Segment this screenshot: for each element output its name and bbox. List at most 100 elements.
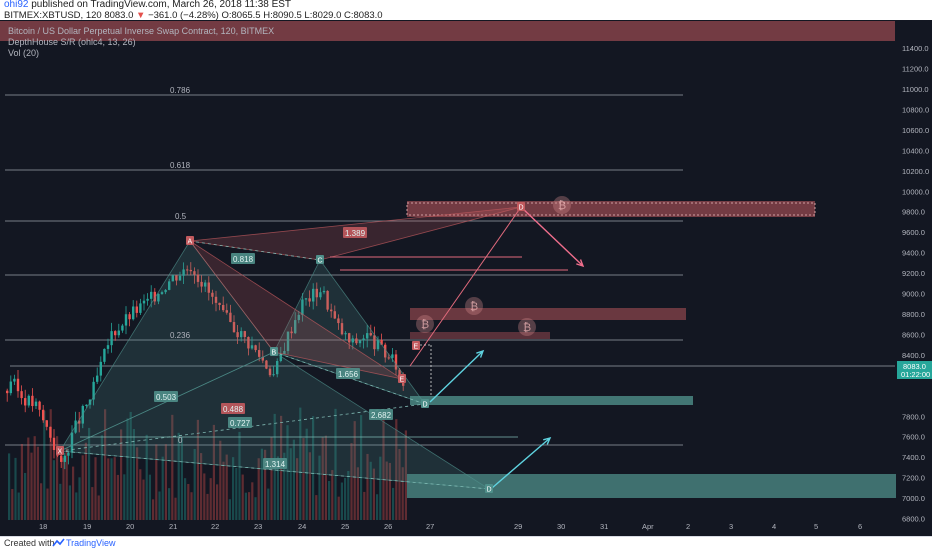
volume-bar — [43, 410, 46, 520]
volume-bar — [206, 493, 209, 520]
volume-bar — [353, 421, 356, 520]
projection-arrow-up-1 — [429, 350, 484, 403]
candle-body — [34, 401, 38, 407]
price-tick: 6600.0 — [902, 535, 925, 536]
ratio-label-box — [154, 391, 178, 402]
pattern-point-marker — [56, 446, 64, 455]
time-tick: 25 — [341, 522, 349, 531]
candle-body — [351, 338, 354, 343]
tradingview-brand-link[interactable]: TradingView — [66, 538, 116, 548]
last-price: 8083.0 — [104, 10, 134, 21]
candle-body — [182, 269, 185, 276]
price-tick: 10000.0 — [902, 187, 929, 196]
volume-bar — [356, 467, 359, 520]
volume-bar — [36, 446, 39, 520]
author-link[interactable]: ohi92 — [4, 0, 29, 10]
volume-bar — [401, 467, 404, 520]
volume-bar — [72, 466, 75, 520]
volume-bar — [315, 495, 318, 520]
volume-bar — [91, 487, 94, 520]
price-tick: 7400.0 — [902, 453, 925, 462]
ratio-line — [189, 240, 321, 261]
time-tick: 3 — [729, 522, 733, 531]
volume-bar — [270, 437, 273, 520]
volume-bar — [398, 449, 401, 520]
price-tick: 8800.0 — [902, 310, 925, 319]
candle-body — [85, 404, 88, 406]
pattern-point-marker — [398, 374, 406, 383]
candle-body — [128, 314, 131, 320]
candle-body — [70, 432, 74, 453]
volume-bar — [142, 479, 145, 520]
volume-bar — [46, 488, 49, 520]
volume-bar — [212, 424, 215, 520]
volume-bar — [395, 419, 398, 520]
volume-bar — [366, 453, 369, 520]
candle-body — [348, 333, 351, 343]
time-tick: 31 — [600, 522, 608, 531]
price-scale[interactable] — [896, 20, 932, 536]
volume-bar — [376, 494, 379, 520]
time-tick: 23 — [254, 522, 262, 531]
volume-bar — [177, 432, 180, 520]
volume-bar — [184, 478, 187, 520]
price-tick: 11400.0 — [902, 44, 929, 53]
candle-body — [340, 323, 344, 335]
candle-body — [146, 298, 149, 301]
volume-bar — [27, 437, 30, 520]
candle-body — [218, 302, 221, 306]
candle-body — [376, 339, 380, 350]
volume-bar — [238, 431, 241, 520]
volume-bar — [145, 434, 148, 520]
candle-body — [315, 288, 318, 298]
volume-bar — [334, 408, 337, 520]
legend-indicator-vol[interactable]: Vol (20) — [8, 48, 40, 58]
candle-body — [99, 361, 102, 376]
legend-indicator-sr[interactable]: DepthHouse S/R (ohlc4, 13, 26) — [8, 37, 136, 47]
pattern-point-marker — [412, 341, 420, 350]
volume-bar — [292, 439, 295, 520]
resistance-zone-prz — [407, 201, 815, 217]
candle-body — [38, 401, 41, 410]
candle-body — [222, 305, 225, 311]
ratio-line — [59, 403, 426, 452]
volume-bar — [168, 488, 171, 520]
candle-body — [27, 395, 30, 406]
volume-bar — [148, 474, 151, 520]
chart-canvas[interactable]: 0.786 0.618 0.5 0.236 0 X A B C D D E D E 0.818 1.389 0.… — [0, 20, 932, 536]
candle-body — [160, 292, 164, 295]
volume-bar — [324, 435, 327, 520]
time-tick: 20 — [126, 522, 134, 531]
bitcoin-icon — [518, 318, 536, 336]
volume-bar — [392, 487, 395, 520]
volume-bar — [305, 428, 308, 520]
ratio-label: 1.656 — [338, 370, 359, 379]
chart-pane[interactable]: 0.786 0.618 0.5 0.236 0 X A B C D D E D E 0.818 1.389 0.… — [0, 20, 932, 536]
candle-body — [398, 369, 401, 375]
price-tick: 7200.0 — [902, 474, 925, 483]
candle-body — [74, 420, 77, 433]
candle-body — [164, 289, 167, 293]
volume-bar — [100, 435, 103, 520]
volume-bar — [235, 467, 238, 520]
candle-body — [366, 333, 369, 339]
bitcoin-icon — [416, 315, 434, 333]
volume-bar — [312, 416, 315, 520]
price-tick: 10400.0 — [902, 146, 929, 155]
candle-body — [60, 455, 63, 462]
fib-label: 0.786 — [170, 86, 191, 95]
price-tick: 11200.0 — [902, 65, 929, 74]
down-arrow-icon: ▼ — [136, 10, 146, 21]
fib-label: 0.5 — [175, 212, 187, 221]
pattern-point-marker — [485, 484, 493, 493]
volume-bar — [254, 497, 257, 520]
candle-body — [243, 331, 246, 337]
candle-body — [96, 375, 99, 382]
candle-body — [135, 306, 138, 313]
volume-bar — [49, 409, 52, 520]
candle-body — [362, 338, 365, 341]
candle-body — [326, 290, 329, 310]
candle-body — [16, 378, 20, 392]
bitcoin-icon — [465, 297, 483, 315]
price-tick: 9600.0 — [902, 228, 925, 237]
